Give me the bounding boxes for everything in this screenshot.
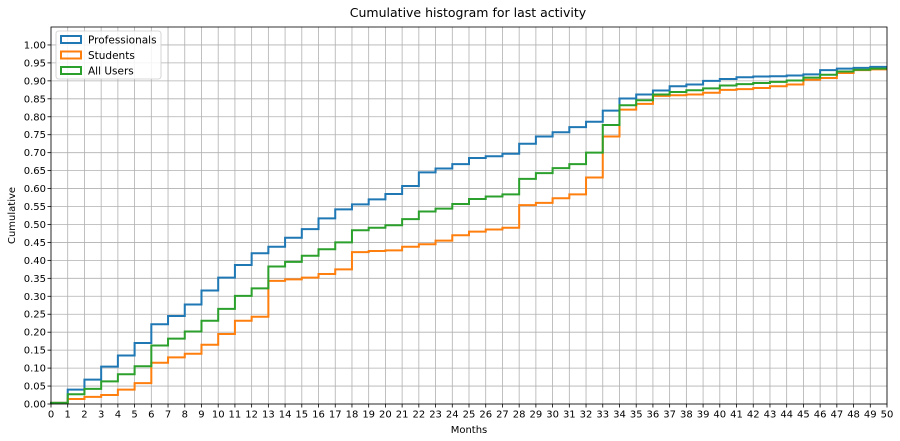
x-tick-label: 9 <box>198 410 204 421</box>
y-tick-label: 0.50 <box>24 220 46 231</box>
y-tick-label: 0.00 <box>24 400 46 411</box>
series-line-0 <box>50 65 887 404</box>
y-tick-label: 0.55 <box>24 202 46 213</box>
x-tick-label: 2 <box>81 410 87 421</box>
y-tick-label: 0.80 <box>24 112 46 123</box>
x-tick-label: 17 <box>329 410 342 421</box>
x-tick-label: 40 <box>713 410 726 421</box>
x-tick-label: 47 <box>830 410 843 421</box>
y-tick-label: 0.70 <box>24 148 46 159</box>
legend-label: All Users <box>88 66 134 78</box>
x-tick-label: 19 <box>362 410 375 421</box>
x-tick-label: 8 <box>182 410 188 421</box>
x-tick-label: 38 <box>680 410 693 421</box>
x-tick-label: 6 <box>148 410 154 421</box>
x-tick-label: 43 <box>764 410 777 421</box>
x-tick-label: 24 <box>446 410 459 421</box>
x-tick-label: 11 <box>229 410 242 421</box>
x-tick-label: 22 <box>412 410 425 421</box>
x-axis: 0 1 2 3 4 5 6 7 8 9 10 11 12 13 14 15 16 17 18 19 20 21 22 23 24… <box>48 404 894 421</box>
x-tick-label: 21 <box>396 410 409 421</box>
legend: Professionals Students All Users <box>55 30 162 80</box>
series-line-1 <box>50 68 887 404</box>
x-tick-label: 13 <box>262 410 275 421</box>
legend-swatch <box>60 66 82 75</box>
x-tick-label: 20 <box>379 410 392 421</box>
x-tick-label: 36 <box>647 410 660 421</box>
x-tick-label: 33 <box>596 410 609 421</box>
legend-label: Students <box>88 50 135 62</box>
series-line-2 <box>50 67 887 404</box>
y-tick-label: 0.35 <box>24 274 46 285</box>
x-tick-label: 16 <box>312 410 325 421</box>
x-tick-label: 32 <box>580 410 593 421</box>
x-tick-label: 15 <box>295 410 308 421</box>
x-tick-label: 7 <box>165 410 171 421</box>
y-tick-label: 0.10 <box>24 364 46 375</box>
grid <box>50 27 888 405</box>
chart-title: Cumulative histogram for last activity <box>350 5 587 20</box>
y-tick-label: 0.30 <box>24 292 46 303</box>
legend-swatch <box>60 35 82 44</box>
x-tick-label: 25 <box>463 410 476 421</box>
x-tick-label: 4 <box>115 410 121 421</box>
x-tick-label: 49 <box>864 410 877 421</box>
y-tick-label: 0.20 <box>24 328 46 339</box>
x-tick-label: 31 <box>563 410 576 421</box>
y-tick-label: 0.45 <box>24 238 46 249</box>
y-axis-label: Cumulative <box>7 187 18 244</box>
x-tick-label: 29 <box>530 410 543 421</box>
x-tick-label: 26 <box>479 410 492 421</box>
y-tick-label: 0.25 <box>24 310 46 321</box>
x-tick-label: 46 <box>814 410 827 421</box>
x-tick-label: 50 <box>881 410 894 421</box>
y-tick-label: 0.85 <box>24 94 46 105</box>
x-tick-label: 14 <box>279 410 292 421</box>
y-tick-label: 0.15 <box>24 346 46 357</box>
x-tick-label: 45 <box>797 410 810 421</box>
y-tick-label: 0.95 <box>24 58 46 69</box>
x-tick-label: 44 <box>780 410 793 421</box>
x-tick-label: 35 <box>630 410 643 421</box>
x-tick-label: 27 <box>496 410 509 421</box>
x-tick-label: 30 <box>546 410 559 421</box>
y-axis: 0.00 0.05 0.10 0.15 0.20 0.25 0.30 0.35 0.40 0.45… <box>24 40 51 411</box>
y-tick-label: 0.75 <box>24 130 46 141</box>
x-tick-label: 37 <box>663 410 676 421</box>
x-tick-label: 0 <box>48 410 54 421</box>
x-tick-label: 1 <box>65 410 71 421</box>
x-tick-label: 10 <box>212 410 225 421</box>
y-tick-label: 0.60 <box>24 184 46 195</box>
x-tick-label: 18 <box>346 410 359 421</box>
x-tick-label: 42 <box>747 410 760 421</box>
x-tick-label: 3 <box>98 410 104 421</box>
x-tick-label: 48 <box>847 410 860 421</box>
x-tick-label: 39 <box>697 410 710 421</box>
x-tick-label: 28 <box>513 410 526 421</box>
y-tick-label: 1.00 <box>24 40 46 51</box>
legend-swatch <box>60 50 82 60</box>
y-tick-label: 0.65 <box>24 166 46 177</box>
x-tick-label: 41 <box>730 410 743 421</box>
series-lines <box>50 65 887 404</box>
x-tick-label: 5 <box>131 410 137 421</box>
x-tick-label: 12 <box>245 410 258 421</box>
legend-label: Professionals <box>88 35 157 47</box>
x-axis-label: Months <box>451 425 488 436</box>
x-tick-label: 34 <box>613 410 626 421</box>
y-tick-label: 0.40 <box>24 256 46 267</box>
legend-box <box>55 30 162 80</box>
y-tick-label: 0.05 <box>24 382 46 393</box>
y-tick-label: 0.90 <box>24 76 46 87</box>
x-tick-label: 23 <box>429 410 442 421</box>
